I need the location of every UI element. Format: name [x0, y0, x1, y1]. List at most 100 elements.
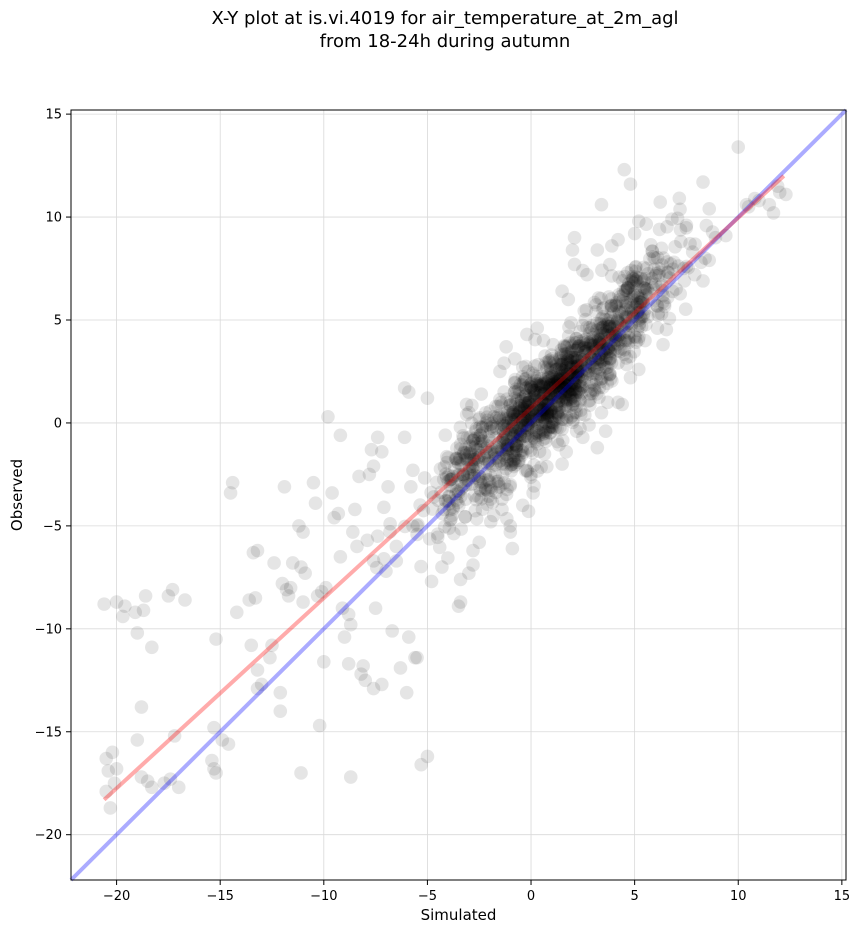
data-point-1549	[631, 214, 646, 228]
data-point-387	[503, 398, 518, 412]
data-point-201	[607, 319, 622, 334]
data-point-114	[554, 386, 568, 400]
data-point-1577	[611, 395, 625, 410]
data-point-1151	[452, 467, 466, 482]
data-point-1439	[294, 560, 308, 574]
data-point-43	[627, 276, 641, 291]
data-point-591	[449, 483, 464, 498]
data-point-661	[541, 392, 555, 407]
data-point-895	[575, 352, 589, 367]
data-point-84	[605, 332, 619, 347]
data-point-1592	[696, 274, 710, 288]
data-point-388	[551, 394, 565, 409]
data-point-1102	[473, 420, 487, 434]
data-point-635	[467, 488, 482, 503]
data-point-280	[565, 350, 580, 365]
data-point-558	[539, 434, 553, 449]
data-point-580	[610, 330, 625, 345]
data-point-103	[494, 457, 509, 471]
data-point-413	[616, 284, 631, 298]
data-point-1048	[558, 378, 573, 392]
data-point-566	[619, 333, 633, 348]
data-point-134	[584, 375, 598, 390]
data-point-1419	[246, 545, 261, 560]
data-point-1183	[534, 407, 548, 422]
data-point-164	[570, 364, 584, 379]
data-point-502	[485, 495, 500, 510]
data-point-1550	[627, 226, 642, 241]
data-point-373	[527, 388, 542, 403]
data-point-1505	[441, 494, 455, 508]
data-point-1055	[537, 408, 552, 422]
data-point-1594	[719, 228, 733, 243]
data-point-246	[507, 449, 521, 463]
data-point-329	[454, 522, 468, 536]
data-point-1121	[482, 454, 496, 468]
data-point-1096	[447, 526, 461, 541]
data-point-154	[546, 375, 561, 389]
data-point-716	[482, 429, 496, 444]
data-point-278	[552, 410, 567, 425]
data-point-1068	[478, 441, 493, 455]
data-point-339	[473, 475, 488, 489]
data-point-707	[485, 416, 500, 431]
data-point-101	[553, 350, 567, 365]
data-point-698	[516, 445, 531, 460]
data-point-219	[452, 498, 466, 513]
data-point-649	[624, 319, 639, 333]
data-point-1420	[250, 543, 265, 558]
data-point-1330	[647, 293, 662, 307]
data-point-615	[533, 403, 548, 417]
data-point-1243	[454, 474, 469, 489]
data-point-1350	[631, 271, 646, 285]
data-point-211	[600, 319, 615, 334]
data-point-975	[559, 392, 574, 406]
data-point-1302	[636, 274, 651, 289]
data-point-293	[506, 397, 520, 412]
data-point-937	[599, 361, 614, 375]
data-point-441	[537, 410, 551, 425]
data-point-1273	[570, 351, 585, 365]
data-point-21	[532, 444, 547, 459]
data-point-229	[512, 405, 526, 420]
data-point-1448	[317, 654, 331, 669]
data-point-724	[547, 378, 561, 392]
data-point-680	[608, 326, 623, 341]
data-point-1186	[534, 371, 548, 386]
data-point-577	[502, 411, 516, 425]
data-point-769	[557, 381, 571, 396]
data-point-699	[527, 390, 541, 404]
data-point-627	[569, 336, 583, 350]
data-point-681	[562, 386, 576, 401]
data-point-409	[570, 354, 585, 368]
data-point-376	[541, 397, 556, 412]
y-tick-label-0: −20	[35, 828, 62, 843]
data-point-76	[495, 443, 509, 458]
data-point-1024	[592, 333, 607, 348]
data-point-1217	[444, 472, 459, 487]
data-point-706	[662, 271, 677, 285]
data-point-778	[568, 365, 583, 379]
data-point-470	[521, 410, 535, 424]
data-point-443	[443, 513, 457, 528]
data-point-1379	[609, 299, 624, 314]
data-point-1450	[321, 409, 335, 424]
data-point-184	[500, 482, 514, 497]
data-point-851	[572, 339, 586, 353]
data-point-1010	[473, 410, 487, 425]
data-point-1501	[424, 574, 439, 589]
data-point-1169	[443, 478, 458, 493]
data-point-18	[534, 460, 548, 474]
data-point-793	[570, 342, 585, 356]
data-point-486	[542, 421, 556, 435]
data-point-931	[497, 425, 511, 439]
data-point-564	[554, 368, 569, 383]
data-point-42	[467, 470, 481, 485]
data-point-1410	[215, 733, 230, 747]
x-tick-label-0: −20	[103, 889, 130, 904]
data-point-1572	[569, 424, 584, 438]
data-point-823	[603, 352, 617, 366]
chart-title-line2: from 18-24h during autumn	[319, 31, 571, 52]
data-point-1059	[544, 361, 558, 375]
data-point-818	[516, 390, 531, 404]
